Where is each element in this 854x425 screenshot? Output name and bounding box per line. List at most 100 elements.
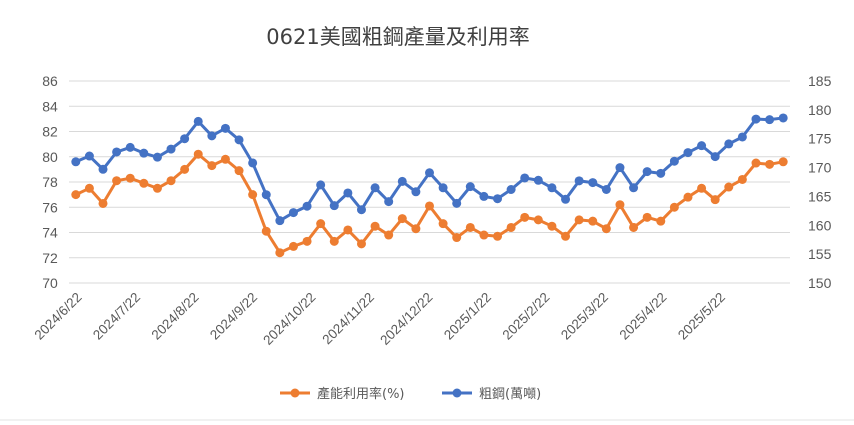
data-point	[397, 176, 407, 186]
data-point	[520, 212, 530, 222]
data-point	[248, 190, 258, 200]
data-point	[656, 168, 666, 178]
left-axis-tick-label: 78	[42, 174, 58, 190]
x-axis-tick-label: 2024/10/22	[260, 290, 318, 348]
right-axis-tick-label: 170	[808, 160, 832, 176]
legend-item-utilization[interactable]: 產能利用率(%)	[280, 386, 405, 402]
data-point	[84, 183, 94, 193]
data-point	[615, 163, 625, 173]
data-point	[683, 192, 693, 202]
x-axis-tick-label: 2025/5/22	[675, 290, 728, 343]
data-point	[588, 216, 598, 226]
data-point	[316, 180, 326, 190]
data-point	[425, 168, 434, 178]
gridlines	[69, 80, 790, 284]
data-point	[125, 142, 135, 152]
data-point	[139, 148, 149, 158]
x-axis-ticks: 2024/6/22 2024/7/22 2024/8/22 2024/9/22 2024…	[32, 290, 729, 348]
data-point	[479, 191, 489, 201]
x-axis-tick-label: 2025/2/22	[500, 290, 553, 343]
series-crude-steel	[71, 113, 788, 226]
x-axis-tick-label: 2024/11/22	[319, 290, 377, 348]
data-point	[629, 222, 639, 232]
data-point	[288, 241, 298, 251]
data-point	[411, 224, 421, 234]
legend-crude-steel-label: 粗鋼(萬噸)	[479, 387, 541, 402]
data-point	[710, 152, 720, 162]
data-point	[601, 224, 611, 234]
data-point	[397, 214, 407, 224]
data-point	[343, 225, 353, 235]
data-point	[84, 151, 94, 161]
data-point	[547, 183, 557, 193]
data-point	[234, 135, 244, 145]
data-point	[139, 178, 149, 188]
data-point	[493, 194, 503, 204]
data-point	[275, 216, 285, 226]
data-point	[452, 198, 462, 208]
data-point	[166, 144, 176, 154]
data-point	[261, 226, 271, 236]
data-point	[234, 166, 244, 176]
series-layer	[71, 113, 788, 258]
data-point	[751, 114, 761, 124]
legend-item-crude-steel[interactable]: 粗鋼(萬噸)	[442, 387, 541, 402]
data-point	[248, 158, 258, 168]
x-axis-tick-label: 2025/3/22	[558, 290, 611, 343]
data-point	[343, 188, 353, 198]
data-point	[533, 215, 543, 225]
data-point	[574, 215, 584, 225]
data-point	[465, 182, 475, 192]
data-point	[588, 178, 598, 188]
data-point	[778, 113, 788, 123]
data-point	[180, 164, 190, 174]
data-point	[180, 134, 190, 144]
data-point	[152, 183, 162, 193]
left-axis-tick-label: 86	[42, 73, 58, 89]
data-point	[112, 147, 122, 157]
data-point	[765, 115, 775, 125]
left-axis-tick-label: 84	[42, 98, 58, 114]
legend-crude-steel-marker	[452, 388, 462, 398]
data-point	[465, 222, 475, 232]
series-utilization	[71, 149, 788, 258]
data-point	[642, 167, 652, 177]
data-point	[112, 176, 122, 186]
data-point	[356, 205, 366, 215]
left-axis-tick-label: 80	[42, 149, 58, 165]
data-point	[152, 152, 162, 162]
data-point	[302, 236, 312, 246]
legend: 產能利用率(%) 粗鋼(萬噸)	[280, 386, 541, 402]
data-point	[166, 176, 176, 186]
data-point	[765, 159, 775, 169]
data-point	[220, 154, 230, 164]
legend-utilization-label: 產能利用率(%)	[317, 386, 405, 402]
data-point	[98, 164, 108, 174]
data-point	[125, 173, 135, 183]
data-point	[683, 148, 693, 158]
data-point	[669, 156, 679, 166]
right-axis-tick-label: 160	[808, 217, 832, 233]
left-axis-ticks: 70 72 74 76 78 80 82 84 86	[42, 73, 58, 291]
data-point	[193, 116, 203, 126]
data-point	[438, 219, 448, 229]
data-point	[479, 230, 489, 240]
data-point	[574, 176, 584, 186]
x-axis-tick-label: 2024/6/22	[32, 290, 85, 343]
left-axis-tick-label: 76	[42, 199, 58, 215]
right-axis-tick-label: 180	[808, 102, 832, 118]
data-point	[411, 187, 421, 197]
chart-title: 0621美國粗鋼產量及利用率	[266, 25, 529, 49]
left-axis-tick-label: 82	[42, 124, 58, 140]
data-point	[710, 195, 720, 205]
data-point	[288, 208, 298, 218]
right-axis-ticks: 150 155 160 165 170 175 180 185	[808, 73, 832, 291]
x-axis-tick-label: 2024/9/22	[207, 290, 260, 343]
data-point	[724, 139, 734, 149]
data-point	[629, 183, 639, 193]
data-point	[193, 149, 203, 159]
data-point	[384, 230, 394, 240]
x-axis-tick-label: 2024/8/22	[149, 290, 202, 343]
x-axis-tick-label: 2024/7/22	[90, 290, 143, 343]
data-point	[533, 175, 543, 185]
